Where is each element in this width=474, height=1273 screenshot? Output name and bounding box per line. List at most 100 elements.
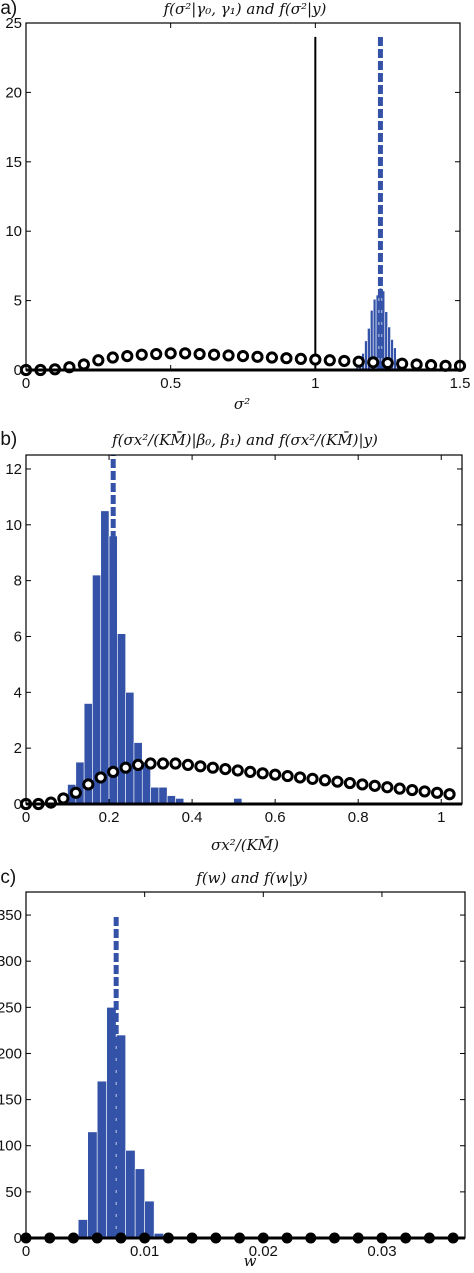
prior-marker	[144, 757, 157, 770]
prior-marker	[164, 347, 177, 360]
histogram-bar	[92, 574, 102, 805]
x-tick-label: 0	[22, 375, 30, 392]
x-tick-label: 0.6	[265, 809, 286, 826]
chart-title-c: f(w) and f(w|y)	[195, 869, 308, 887]
prior-marker	[343, 776, 356, 790]
panel-b: (b) f(σx²/(KM̄)|β₀, β₁) and f(σx²/(KM̄)|…	[0, 429, 463, 854]
y-tick-label: 20	[5, 84, 22, 101]
x-tick-label: 1	[437, 809, 445, 826]
prior-marker	[309, 353, 322, 366]
prior-marker	[410, 358, 423, 371]
histogram-bar	[134, 1168, 145, 1239]
prior-marker	[194, 760, 207, 773]
prior-marker	[69, 786, 82, 799]
prior-marker	[430, 786, 444, 799]
histogram-bar	[87, 1131, 98, 1239]
y-tick-label: 50	[5, 1184, 22, 1201]
prior-marker	[94, 771, 107, 784]
prior-marker	[280, 352, 293, 365]
histogram-bar	[364, 340, 368, 371]
y-tick-label: 150	[0, 1092, 22, 1109]
y-tick-label: 250	[0, 999, 22, 1016]
chart-title-a: f(σ²|γ₀, γ₁) and f(σ²|y)	[163, 0, 327, 18]
axes-frame	[25, 22, 461, 371]
prior-marker	[57, 792, 70, 805]
prior-marker	[368, 779, 381, 792]
x-tick-label: 1.5	[450, 375, 471, 392]
prior-marker	[306, 772, 319, 785]
prior-marker	[323, 354, 336, 367]
prior-marker	[318, 774, 332, 787]
y-tick-label: 6	[14, 628, 22, 645]
prior-marker	[169, 757, 182, 770]
prior-marker	[219, 763, 232, 776]
x-tick-label: 0.03	[367, 1243, 396, 1260]
histogram-bar	[150, 786, 160, 805]
histogram-bar	[133, 742, 143, 805]
prior-marker	[424, 359, 438, 372]
panel-c: (c) f(w) and f(w|y) 0 0.01 0.02 0.03 0 50 100 1…	[0, 867, 466, 1270]
prior-marker	[331, 775, 344, 788]
prior-marker	[294, 352, 307, 365]
prior-marker	[269, 768, 282, 781]
histogram-bar	[125, 692, 135, 805]
y-tick-label: 12	[5, 461, 22, 478]
y-tick-label: 0	[14, 1230, 22, 1247]
prior-marker	[352, 355, 365, 368]
prior-marker	[107, 765, 120, 778]
prior-marker	[77, 358, 90, 371]
x-tick-label: 0.2	[99, 809, 120, 826]
prior-marker	[367, 356, 380, 369]
prior-marker	[135, 348, 148, 361]
histogram-bar	[77, 1219, 88, 1239]
y-tick-label: 4	[14, 684, 22, 701]
panel-a: (a) f(σ²|γ₀, γ₁) and f(σ²|y) 0 0.5 1 1.5 0 5 1…	[0, 0, 470, 413]
prior-marker	[179, 347, 192, 360]
x-tick-label: 1	[311, 375, 319, 392]
prior-marker	[236, 350, 250, 363]
prior-marker	[256, 767, 269, 780]
prior-marker	[193, 347, 206, 361]
y-tick-label: 15	[5, 154, 22, 171]
y-tick-label: 0	[14, 362, 22, 379]
x-tick-label: 0.5	[160, 375, 181, 392]
prior-marker	[119, 761, 132, 774]
prior-marker	[231, 764, 244, 777]
y-tick-label: 25	[5, 15, 22, 32]
x-tick-label: 0.4	[182, 809, 203, 826]
y-tick-label: 5	[14, 293, 22, 310]
x-axis-label-b: σx²/(KM̄)	[211, 836, 279, 854]
prior-marker	[338, 354, 351, 368]
prior-marker	[251, 350, 264, 363]
y-tick-label: 100	[0, 1138, 22, 1155]
prior-marker	[381, 781, 394, 794]
panel-label-b: (b)	[0, 429, 17, 450]
x-tick-label: 0	[22, 1243, 30, 1260]
y-tick-label: 0	[14, 796, 22, 813]
prior-marker	[443, 788, 456, 801]
prior-marker	[222, 349, 235, 362]
x-axis-label-a: σ²	[234, 395, 250, 413]
panel-label-c: (c)	[0, 867, 16, 888]
prior-marker	[406, 783, 419, 797]
prior-marker	[82, 778, 95, 791]
histogram-bar	[100, 510, 110, 805]
y-tick-label: 2	[14, 740, 22, 757]
y-tick-label: 200	[0, 1045, 22, 1062]
y-tick-label: 300	[0, 953, 22, 970]
y-tick-label: 10	[5, 517, 22, 534]
prior-marker	[281, 769, 294, 783]
chart-title-b: f(σx²/(KM̄)|β₀, β₁) and f(σx²/(KM̄)|y)	[111, 431, 378, 449]
prior-marker	[356, 778, 369, 791]
x-axis-label-c: w	[244, 1252, 257, 1270]
prior-marker	[207, 348, 221, 361]
x-tick-label: 0.02	[249, 1243, 278, 1260]
prior-marker	[393, 782, 406, 795]
histogram-bar	[96, 1080, 107, 1239]
y-tick-label: 8	[14, 573, 22, 590]
prior-marker	[418, 785, 431, 798]
x-tick-label: 0	[22, 809, 30, 826]
prior-marker	[396, 357, 409, 370]
x-tick-label: 0.8	[348, 809, 369, 826]
